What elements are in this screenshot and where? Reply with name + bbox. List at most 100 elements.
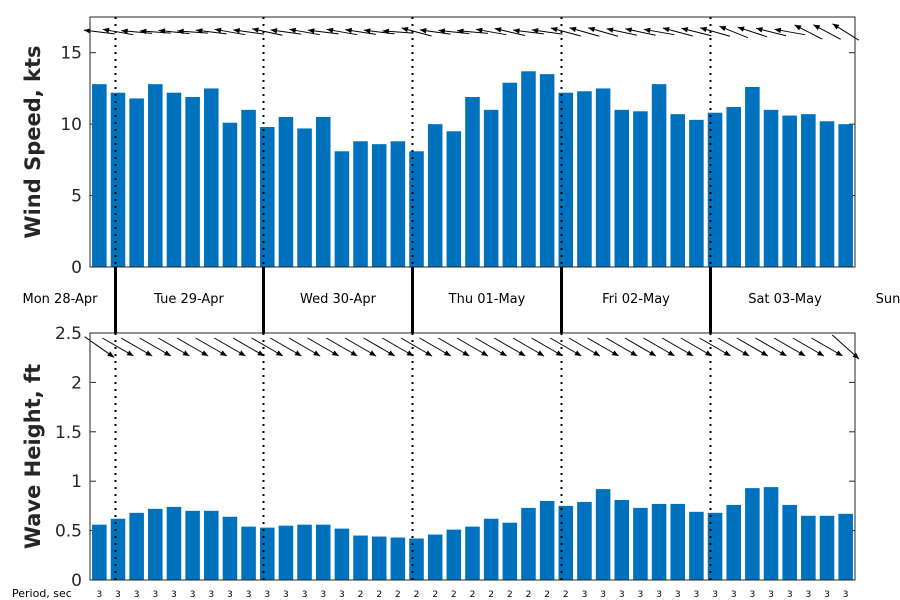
wave-bar <box>129 512 144 580</box>
wind-bar <box>110 92 126 268</box>
wave-direction-arrow <box>773 337 806 357</box>
wind-direction-arrow <box>438 28 470 35</box>
wind-bar <box>651 84 667 267</box>
wind-speed-panel: 0 5 10 15 Wind Speed, kts <box>21 16 860 278</box>
wave-direction-arrow <box>102 337 134 357</box>
period-value: 2 <box>470 590 476 600</box>
period-value: 3 <box>246 590 252 600</box>
wave-direction-arrow <box>139 337 172 357</box>
wind-direction-arrow <box>270 28 302 35</box>
wind-direction-arrow <box>83 28 115 35</box>
wind-direction-arrow <box>531 28 563 35</box>
period-value: 3 <box>302 590 308 600</box>
wave-direction-arrow <box>344 337 377 357</box>
wind-direction-arrow <box>719 25 749 39</box>
wave-direction-arrow <box>270 337 302 357</box>
period-value: 3 <box>694 590 700 600</box>
wave-direction-arrow <box>661 337 694 357</box>
wave-ytick-label: 1 <box>71 472 82 492</box>
wave-direction-arrow <box>419 337 452 357</box>
wind-ytick-label: 15 <box>60 44 82 64</box>
period-value: 3 <box>582 590 588 600</box>
wave-bar <box>838 513 853 580</box>
wind-bar <box>241 109 256 267</box>
wind-bar <box>614 109 630 267</box>
wave-bar <box>782 504 797 580</box>
wind-bar <box>353 141 368 267</box>
wind-direction-arrow <box>755 27 787 37</box>
wind-y-axis-label: Wind Speed, kts <box>21 45 45 238</box>
wave-direction-arrow <box>214 337 246 357</box>
wave-bar <box>465 526 480 580</box>
wave-ytick-label: 0 <box>71 571 82 591</box>
wind-bar <box>334 151 350 267</box>
period-value: 3 <box>96 590 102 600</box>
period-label: Period, sec <box>12 587 72 600</box>
day-label: Sat 03-May <box>748 292 822 307</box>
wave-direction-arrow <box>251 337 284 357</box>
period-value: 3 <box>264 590 270 600</box>
wind-bar <box>595 88 611 268</box>
wave-bar <box>483 518 499 580</box>
period-value: 2 <box>544 590 550 600</box>
wave-bar <box>502 522 518 580</box>
wave-bar <box>110 518 126 580</box>
wave-ytick-label: 1.5 <box>55 423 82 443</box>
wind-direction-arrow <box>177 28 209 35</box>
wave-direction-arrow <box>549 337 582 357</box>
wave-bar <box>204 510 219 580</box>
wave-bar <box>92 524 107 580</box>
period-value: 3 <box>750 590 756 600</box>
wave-bar <box>353 535 368 580</box>
wave-direction-arrow <box>307 337 340 357</box>
wind-bar <box>446 131 462 267</box>
wave-direction-arrow <box>605 337 638 357</box>
wave-bar <box>651 503 667 580</box>
wind-bar <box>763 109 779 267</box>
wind-bar <box>148 84 163 267</box>
day-label: Sun <box>876 292 900 307</box>
period-value: 2 <box>488 590 494 600</box>
wave-direction-arrow <box>587 337 619 357</box>
wind-bar <box>390 141 406 267</box>
wave-bar <box>409 538 424 580</box>
period-value: 2 <box>358 590 364 600</box>
wave-bar <box>819 515 835 580</box>
wave-y-axis-label: Wave Height, ft <box>21 364 45 549</box>
period-value: 2 <box>507 590 513 600</box>
period-value: 3 <box>171 590 177 600</box>
wave-direction-arrow <box>363 337 396 357</box>
wind-bar <box>726 107 741 267</box>
wind-ytick-label: 10 <box>60 115 82 135</box>
wave-direction-arrow <box>176 337 209 357</box>
wave-direction-arrow <box>120 337 153 357</box>
wave-direction-arrow <box>438 337 470 357</box>
period-value: 3 <box>320 590 326 600</box>
wind-direction-arrow <box>513 28 544 35</box>
wind-direction-arrow <box>382 28 414 35</box>
wave-ytick-label: 2 <box>71 373 82 393</box>
wind-direction-arrow <box>326 27 358 36</box>
wind-bar <box>483 109 499 267</box>
wind-bar <box>577 91 592 267</box>
wind-direction-arrow <box>475 27 507 36</box>
period-value: 3 <box>731 590 737 600</box>
wave-bar <box>297 524 312 580</box>
wind-axes-box <box>89 16 856 268</box>
wind-bar <box>129 98 144 268</box>
wind-direction-arrow <box>588 26 619 37</box>
wave-direction-arrow <box>400 337 433 357</box>
wave-bar <box>427 534 443 580</box>
wind-direction-arrow <box>606 27 638 36</box>
wind-direction-arrow <box>832 23 860 41</box>
wind-direction-arrow <box>494 27 526 36</box>
wind-direction-arrow <box>307 28 339 35</box>
day-label: Thu 01-May <box>448 292 526 307</box>
wave-bar <box>241 526 256 580</box>
period-row: Period, sec 3 3 3 3 3 3 3 3 3 3 3 3 3 3 2 2 2 2 2 2 2 2 2 2 2 2 3 3 3… <box>12 587 849 600</box>
wave-bar <box>745 488 760 580</box>
period-value: 3 <box>805 590 811 600</box>
wind-direction-arrow <box>662 27 693 37</box>
wind-bar <box>707 112 723 268</box>
